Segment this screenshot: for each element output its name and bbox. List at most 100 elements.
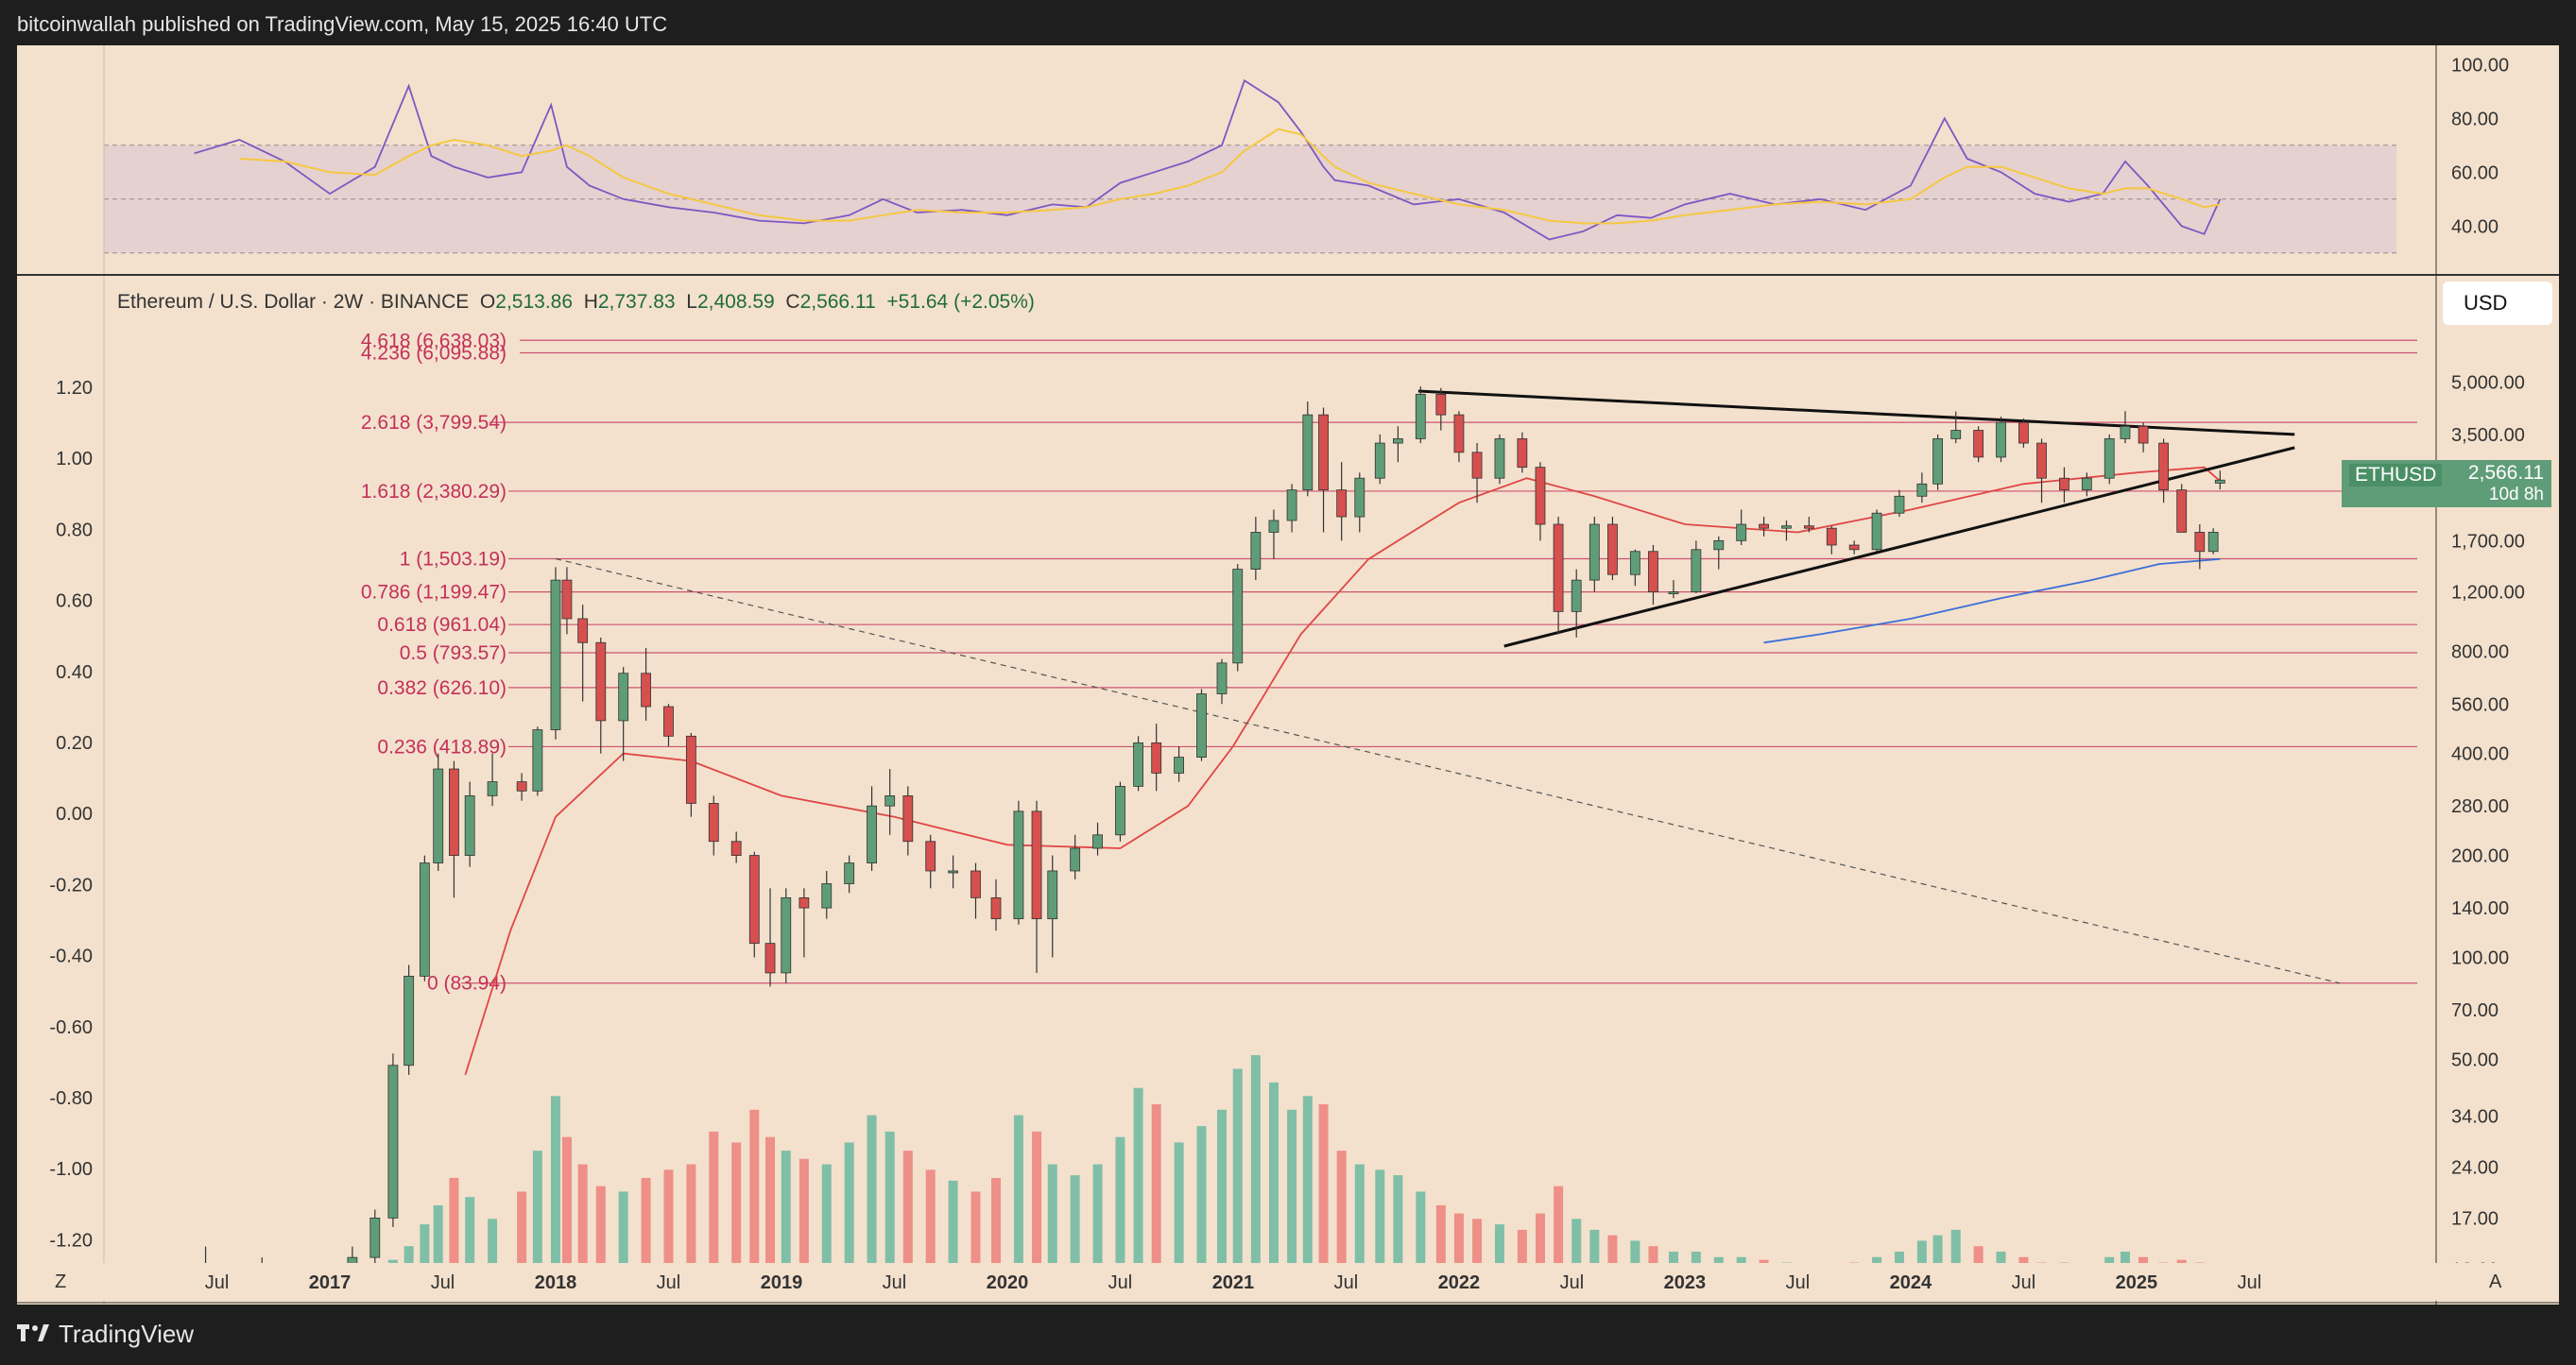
candle-down — [561, 579, 573, 620]
low-label: L — [686, 291, 697, 313]
candle-down — [1151, 742, 1162, 774]
left-y-tick-label: -0.60 — [49, 1017, 93, 1038]
candle-up — [618, 673, 629, 722]
chart-frame: 100.00 80.00 60.00 40.00 4.618 (6,638.03) 4.… — [17, 45, 2559, 1305]
candle-up — [1393, 438, 1403, 444]
price-panel[interactable]: 4.618 (6,638.03)4.236 (6,095.88) 2.618 (3… — [17, 276, 2559, 1305]
tradingview-logo[interactable]: TradingView — [17, 1320, 194, 1349]
candle-up — [1950, 430, 1962, 439]
candle-up — [1781, 525, 1792, 529]
rsi-panel[interactable]: 100.00 80.00 60.00 40.00 — [17, 45, 2559, 276]
candle-up — [1736, 523, 1747, 541]
price-y-tick-label: 400.00 — [2451, 744, 2509, 765]
candle-up — [1354, 477, 1365, 518]
left-y-tick-label: 0.80 — [56, 520, 93, 540]
currency-button[interactable]: USD — [2443, 282, 2552, 325]
volume-bar — [550, 1096, 560, 1301]
x-tick-label: Jul — [883, 1272, 907, 1293]
candle-down — [663, 706, 674, 737]
candle-down — [1535, 467, 1546, 525]
candle-up — [532, 729, 543, 792]
volume-bar — [663, 1169, 674, 1301]
candle-up — [433, 768, 444, 863]
candle-down — [1648, 551, 1658, 592]
volume-bar — [1416, 1191, 1426, 1301]
volume-bar — [765, 1136, 776, 1301]
candle-down — [1453, 414, 1465, 453]
price-y-tick-label: 140.00 — [2451, 898, 2509, 919]
timezone-toggle-button[interactable]: Z — [55, 1271, 67, 1292]
rsi-y-tick-label: 100.00 — [2451, 55, 2509, 76]
candle-up — [2120, 425, 2131, 439]
candle-down — [902, 795, 914, 843]
x-tick-label: Jul — [1334, 1272, 1359, 1293]
candle-up — [1415, 393, 1426, 439]
price-y-tick-label: 17.00 — [2451, 1208, 2499, 1229]
candle-up — [1216, 662, 1228, 694]
candle-down — [1607, 523, 1618, 575]
volume-bar — [595, 1186, 606, 1301]
volume-bar — [1435, 1204, 1446, 1301]
volume-bar — [781, 1151, 791, 1301]
price-y-tick-label: 70.00 — [2451, 1000, 2499, 1021]
candle-down — [1031, 810, 1042, 920]
left-y-tick-label: 1.20 — [56, 378, 93, 399]
ma50-line — [464, 466, 2221, 1076]
candle-up — [2214, 479, 2225, 484]
price-y-tick-label: 3,500.00 — [2451, 425, 2525, 446]
candle-up — [1268, 520, 1279, 533]
left-y-tick-label: 0.20 — [56, 733, 93, 754]
candle-up — [550, 579, 561, 730]
candle-up — [1713, 539, 1725, 551]
footer-brand: TradingView — [59, 1320, 195, 1348]
volume-bar — [1013, 1115, 1023, 1301]
high-label: H — [583, 291, 598, 313]
rsi-y-tick-label: 40.00 — [2451, 216, 2499, 237]
price-y-tick-label: 24.00 — [2451, 1158, 2499, 1179]
volume-bar — [1268, 1082, 1279, 1301]
time-axis[interactable]: Jul 2017 Jul 2018 Jul 2019 Jul 2020 Jul 2021 Jul 20… — [0, 1263, 2576, 1301]
volume-bar — [641, 1178, 651, 1301]
auto-scale-button[interactable]: A — [2489, 1271, 2502, 1292]
volume-bar — [1092, 1164, 1103, 1301]
volume-bar — [948, 1180, 958, 1301]
volume-bar — [1375, 1169, 1385, 1301]
price-y-tick-label: 560.00 — [2451, 694, 2509, 715]
left-y-tick-label: -0.80 — [49, 1088, 93, 1109]
candle-up — [387, 1065, 399, 1219]
candle-up — [1894, 495, 1905, 514]
published-header: bitcoinwallah published on TradingView.c… — [0, 0, 2576, 45]
left-y-tick-label: 0.60 — [56, 591, 93, 612]
left-y-tick-label: 0.00 — [56, 804, 93, 825]
rsi-y-tick-label: 80.00 — [2451, 109, 2499, 129]
candle-down — [577, 618, 589, 643]
candle-up — [1174, 757, 1184, 774]
left-y-tick-label: -0.40 — [49, 947, 93, 967]
candle-down — [595, 641, 607, 722]
price-y-tick-label: 800.00 — [2451, 642, 2509, 663]
candle-up — [1115, 785, 1125, 836]
volume-bar — [1571, 1219, 1582, 1301]
rsi-ma-line — [239, 128, 2221, 225]
candle-down — [1803, 525, 1814, 529]
high-value: 2,737.83 — [597, 291, 676, 313]
candle-up — [487, 781, 498, 796]
candle-up — [2081, 477, 2092, 491]
fib-level-label: 0.382 (626.10) — [377, 677, 507, 699]
x-tick-label: Jul — [205, 1272, 230, 1293]
volume-bar — [1494, 1224, 1504, 1301]
candle-up — [1070, 847, 1081, 872]
candle-down — [990, 896, 1002, 920]
volume-bar — [1535, 1213, 1545, 1301]
volume-bar — [709, 1131, 719, 1301]
left-y-tick-label: 0.40 — [56, 662, 93, 683]
x-tick-label: Jul — [1560, 1272, 1585, 1293]
x-tick-label: 2021 — [1212, 1272, 1255, 1293]
volume-bar — [1115, 1136, 1125, 1301]
x-tick-label: 2019 — [761, 1272, 803, 1293]
fib-level-label: 1.618 (2,380.29) — [361, 481, 507, 503]
candle-down — [2194, 532, 2206, 553]
volume-bar — [561, 1136, 572, 1301]
candle-up — [1047, 870, 1058, 920]
candle-up — [1133, 742, 1143, 787]
